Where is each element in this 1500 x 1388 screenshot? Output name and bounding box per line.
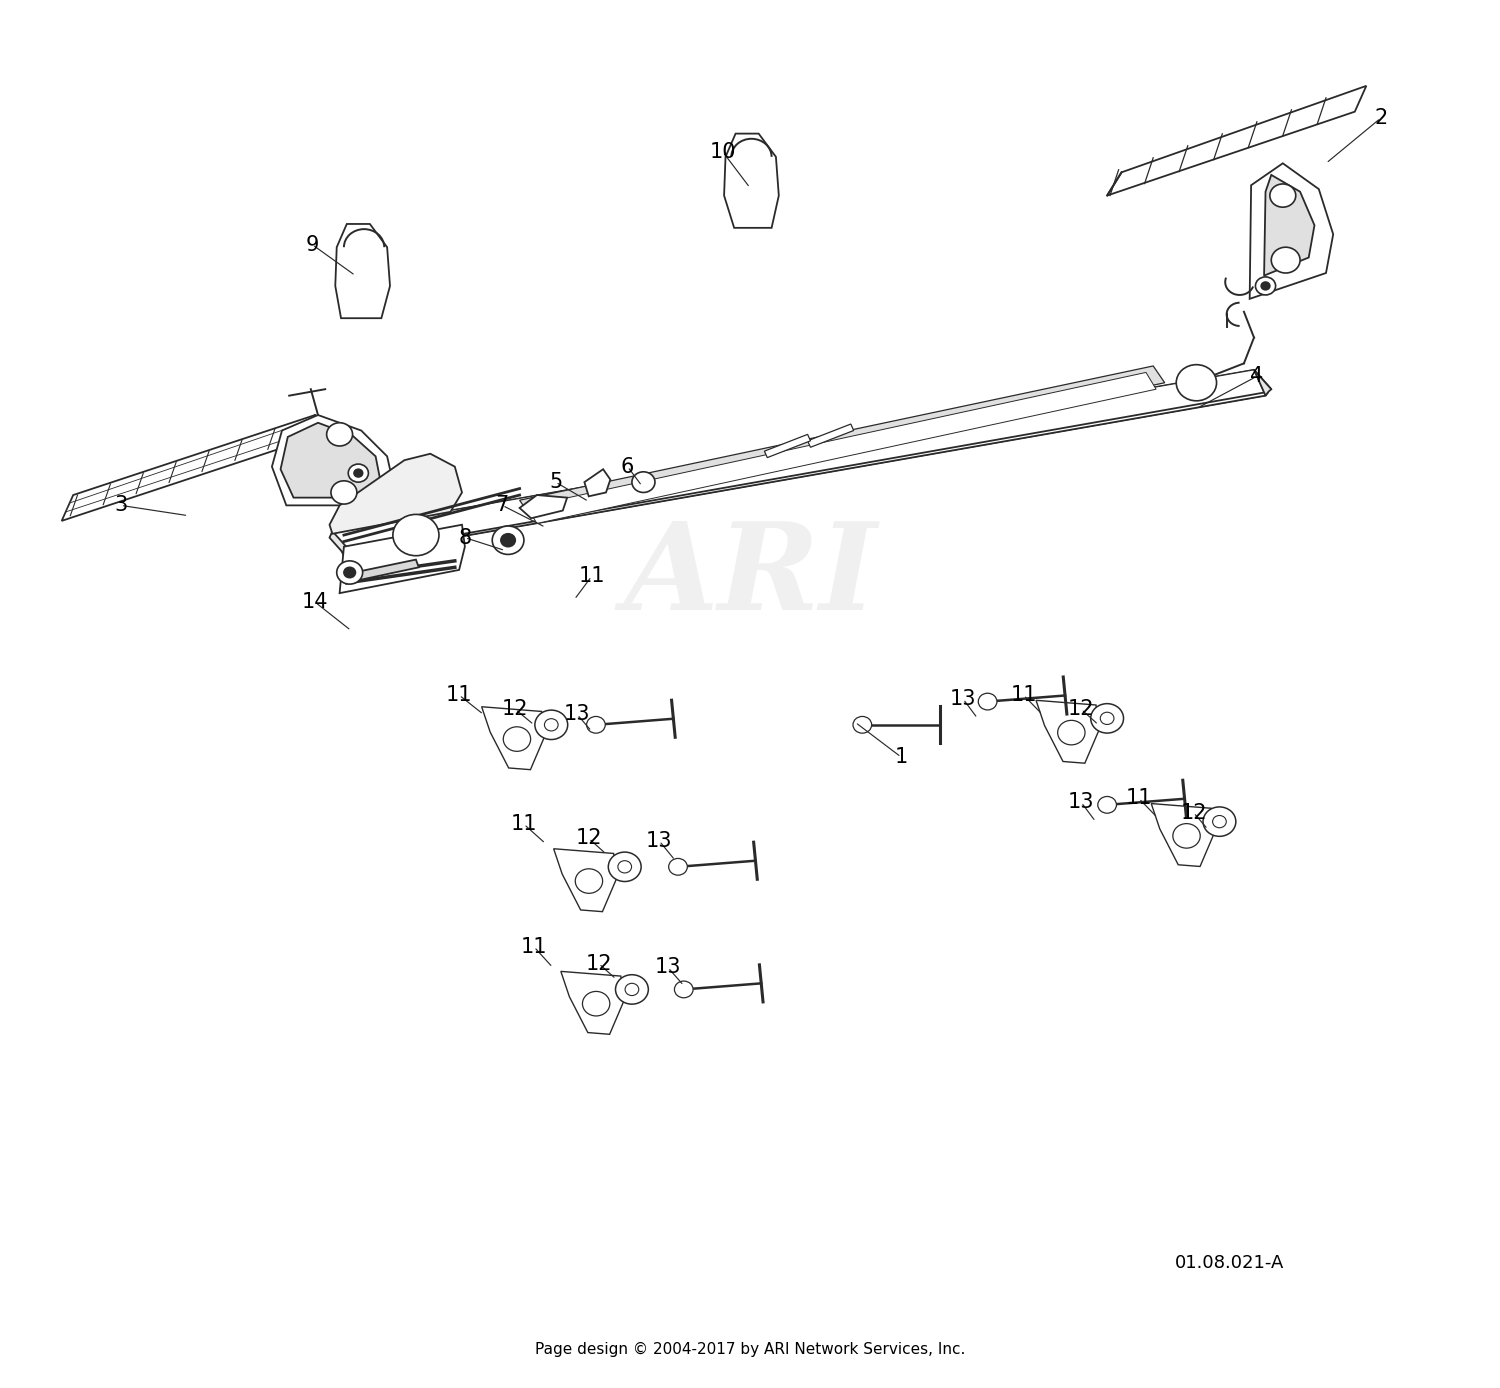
Polygon shape (1036, 701, 1100, 763)
Circle shape (393, 515, 439, 555)
Text: 11: 11 (510, 815, 537, 834)
Circle shape (1270, 185, 1296, 207)
Circle shape (576, 869, 603, 894)
Text: 10: 10 (710, 142, 736, 161)
Circle shape (536, 711, 567, 740)
Text: 4: 4 (1251, 366, 1263, 386)
Circle shape (1090, 704, 1124, 733)
Text: 13: 13 (646, 831, 672, 851)
Text: 9: 9 (306, 235, 320, 254)
Polygon shape (272, 415, 393, 505)
Polygon shape (344, 391, 1269, 557)
Polygon shape (807, 425, 853, 447)
Text: 12: 12 (1180, 802, 1208, 823)
Polygon shape (554, 848, 616, 912)
Polygon shape (66, 422, 308, 512)
Text: 11: 11 (1125, 788, 1152, 808)
Polygon shape (330, 454, 462, 534)
Polygon shape (482, 706, 544, 770)
Polygon shape (333, 369, 1272, 551)
Circle shape (582, 991, 610, 1016)
Text: Page design © 2004-2017 by ARI Network Services, Inc.: Page design © 2004-2017 by ARI Network S… (536, 1342, 964, 1356)
Circle shape (675, 981, 693, 998)
Polygon shape (519, 366, 1164, 516)
Circle shape (1173, 823, 1200, 848)
Text: 11: 11 (520, 937, 548, 956)
Text: 2: 2 (1374, 108, 1388, 128)
Circle shape (1212, 816, 1227, 827)
Polygon shape (1150, 804, 1215, 866)
Circle shape (354, 469, 363, 477)
Circle shape (978, 693, 998, 709)
Polygon shape (339, 525, 465, 593)
Circle shape (1098, 797, 1116, 813)
Polygon shape (1254, 369, 1272, 396)
Text: 13: 13 (1068, 793, 1095, 812)
Circle shape (586, 716, 606, 733)
Circle shape (344, 568, 355, 577)
Circle shape (609, 852, 640, 881)
Circle shape (492, 526, 524, 554)
Polygon shape (62, 415, 315, 520)
Text: 11: 11 (579, 566, 604, 586)
Text: ARI: ARI (622, 518, 878, 636)
Polygon shape (561, 972, 624, 1034)
Polygon shape (333, 369, 1266, 557)
Polygon shape (765, 434, 810, 458)
Text: 1: 1 (894, 747, 908, 768)
Text: 6: 6 (621, 457, 634, 476)
Polygon shape (1264, 175, 1314, 276)
Circle shape (348, 464, 369, 482)
Circle shape (327, 423, 352, 446)
Polygon shape (724, 133, 778, 228)
Circle shape (626, 983, 639, 995)
Circle shape (1058, 720, 1084, 745)
Text: 5: 5 (549, 472, 562, 493)
Polygon shape (354, 559, 419, 580)
Text: 14: 14 (302, 593, 328, 612)
Text: 7: 7 (495, 496, 508, 515)
Polygon shape (1250, 164, 1334, 298)
Polygon shape (585, 469, 610, 497)
Circle shape (1262, 282, 1270, 290)
Text: 11: 11 (1011, 686, 1036, 705)
Circle shape (501, 534, 516, 547)
Polygon shape (280, 423, 380, 498)
Circle shape (632, 472, 656, 493)
Circle shape (1101, 712, 1114, 725)
Text: 12: 12 (576, 829, 602, 848)
Text: 12: 12 (503, 700, 528, 719)
Text: 12: 12 (585, 954, 612, 973)
Circle shape (853, 716, 871, 733)
Circle shape (336, 561, 363, 584)
Polygon shape (330, 532, 350, 557)
Polygon shape (1107, 86, 1366, 196)
Polygon shape (519, 496, 567, 518)
Text: 8: 8 (459, 527, 471, 548)
Circle shape (1203, 806, 1236, 837)
Text: 13: 13 (654, 958, 681, 977)
Text: 01.08.021-A: 01.08.021-A (1176, 1255, 1284, 1271)
Circle shape (1272, 247, 1300, 273)
Text: 11: 11 (446, 686, 472, 705)
Circle shape (332, 480, 357, 504)
Polygon shape (336, 223, 390, 318)
Polygon shape (526, 372, 1156, 523)
Circle shape (1176, 365, 1216, 401)
Circle shape (544, 719, 558, 731)
Circle shape (504, 727, 531, 751)
Circle shape (615, 974, 648, 1004)
Text: 13: 13 (564, 705, 591, 725)
Circle shape (669, 858, 687, 876)
Text: 13: 13 (950, 688, 976, 709)
Text: 3: 3 (114, 496, 128, 515)
Text: 12: 12 (1068, 700, 1095, 719)
Circle shape (618, 861, 632, 873)
Circle shape (1256, 276, 1275, 296)
